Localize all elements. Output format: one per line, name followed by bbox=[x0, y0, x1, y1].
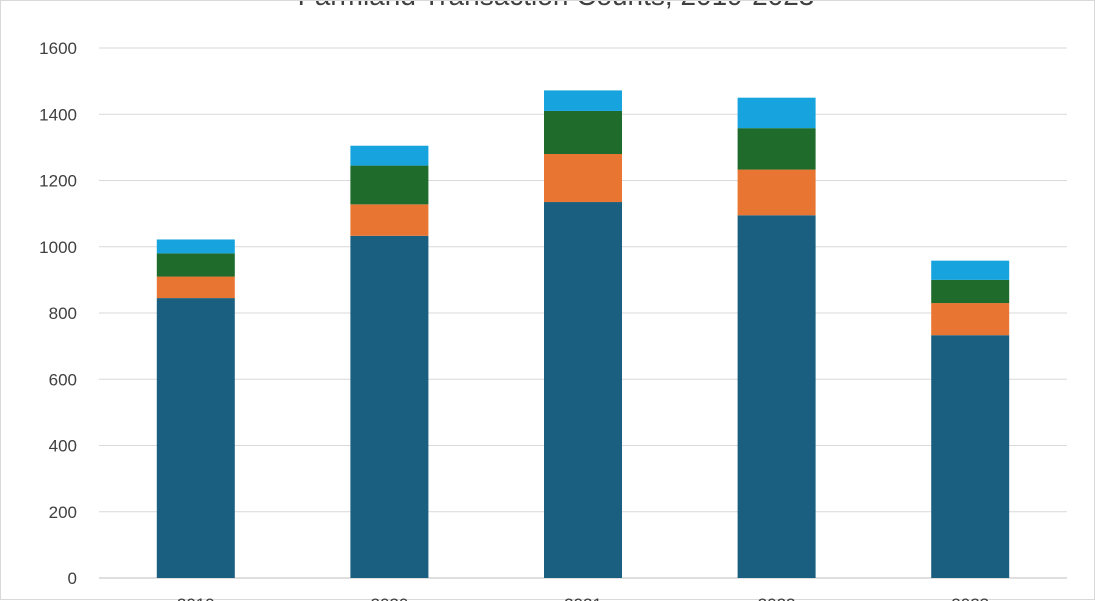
chart-title: Farmland Transaction Counts, 2019-2023 bbox=[298, 1, 815, 11]
bar-segment-2023-s1 bbox=[931, 335, 1010, 578]
x-axis-ticks: 2019 2020 2021 2022 2023 bbox=[177, 595, 989, 601]
bar-segment-2019-s2 bbox=[156, 276, 235, 299]
bar-segment-2023-s3 bbox=[931, 279, 1010, 304]
y-tick-label: 1600 bbox=[39, 39, 77, 58]
x-tick-label: 2020 bbox=[370, 595, 408, 601]
y-tick-label: 200 bbox=[49, 503, 77, 522]
x-tick-label: 2023 bbox=[951, 595, 989, 601]
y-axis-ticks: 0 200 400 600 800 1000 1200 1400 1600 bbox=[39, 39, 77, 588]
x-tick-label: 2019 bbox=[177, 595, 215, 601]
bar-segment-2020-s1 bbox=[350, 235, 429, 578]
y-tick-label: 1200 bbox=[39, 172, 77, 191]
bar-segment-2021-s1 bbox=[544, 202, 622, 578]
y-tick-label: 800 bbox=[49, 304, 77, 323]
y-tick-label: 1400 bbox=[39, 105, 77, 124]
x-tick-label: 2022 bbox=[758, 595, 796, 601]
bar-segment-2020-s4 bbox=[350, 145, 429, 166]
bar-segment-2019-s1 bbox=[156, 298, 235, 578]
bar-segment-2022-s3 bbox=[737, 128, 816, 170]
bar-segment-2020-s2 bbox=[350, 204, 429, 236]
bar-segment-2019-s3 bbox=[156, 253, 235, 277]
bar-segment-2022-s4 bbox=[737, 97, 816, 129]
bar-segment-2021-s2 bbox=[544, 154, 622, 203]
bar-segment-2021-s4 bbox=[544, 90, 622, 111]
y-tick-label: 600 bbox=[49, 370, 77, 389]
bar-segment-2023-s2 bbox=[931, 303, 1010, 336]
y-tick-label: 1000 bbox=[39, 238, 77, 257]
bar-segment-2023-s4 bbox=[931, 260, 1010, 280]
x-tick-label: 2021 bbox=[564, 595, 602, 601]
bar-segment-2019-s4 bbox=[156, 239, 235, 254]
bar-segment-2020-s3 bbox=[350, 165, 429, 205]
bar-segment-2022-s1 bbox=[737, 215, 816, 578]
bar-segment-2022-s2 bbox=[737, 169, 816, 216]
bar-segment-2021-s3 bbox=[544, 110, 622, 154]
y-tick-label: 400 bbox=[49, 437, 77, 456]
bars bbox=[156, 90, 1010, 578]
y-tick-label: 0 bbox=[68, 569, 77, 588]
